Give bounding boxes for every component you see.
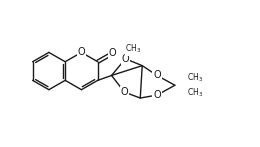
Text: CH$_3$: CH$_3$ bbox=[187, 71, 203, 84]
Text: O: O bbox=[121, 87, 128, 97]
Text: O: O bbox=[122, 54, 129, 64]
Text: CH$_3$: CH$_3$ bbox=[125, 43, 141, 55]
Text: O: O bbox=[109, 48, 116, 58]
Text: O: O bbox=[153, 90, 161, 100]
Text: CH$_3$: CH$_3$ bbox=[187, 87, 203, 99]
Text: O: O bbox=[78, 47, 85, 57]
Text: O: O bbox=[153, 70, 161, 80]
